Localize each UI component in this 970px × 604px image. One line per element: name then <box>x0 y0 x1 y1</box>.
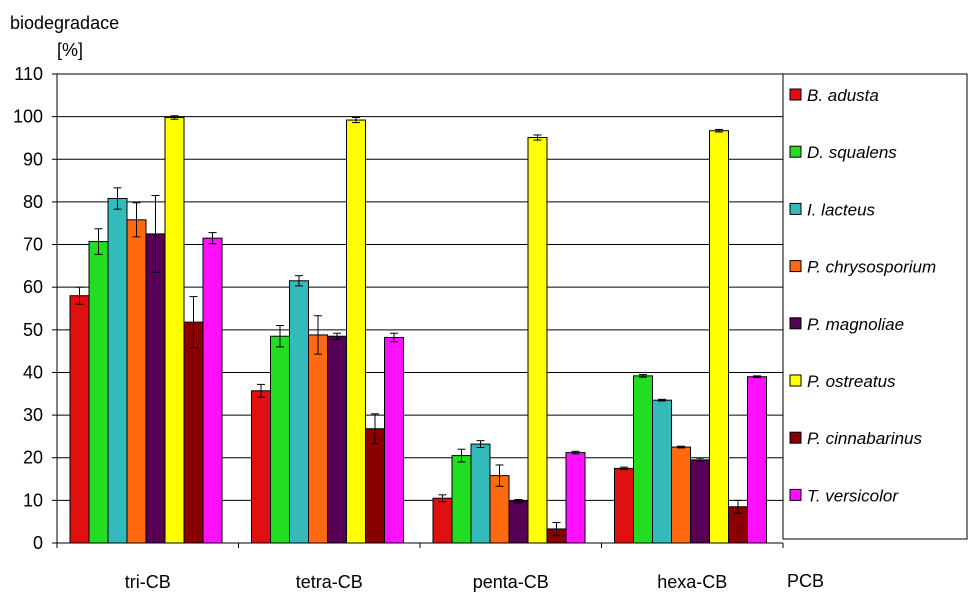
legend-label: P. chrysosporium <box>807 258 936 277</box>
y-tick-label: 90 <box>23 149 43 169</box>
bar <box>270 335 290 544</box>
legend-swatch <box>789 488 802 501</box>
bar <box>633 375 653 544</box>
y-tick-label: 60 <box>23 277 43 297</box>
legend-label: D. squalens <box>807 143 897 162</box>
x-tick-label: hexa-CB <box>657 572 727 592</box>
bar <box>289 280 309 544</box>
y-tick-label: 0 <box>33 533 43 553</box>
legend-label: B. adusta <box>807 86 879 105</box>
bar <box>384 336 404 544</box>
y-tick-label: 10 <box>23 490 43 510</box>
bar <box>565 452 586 544</box>
legend-swatch <box>789 260 802 273</box>
legend-swatch <box>789 431 802 444</box>
legend: B. adusta D. squalens I. lacteus P. chrysos… <box>782 73 968 540</box>
bar <box>671 446 691 544</box>
bar <box>308 334 328 544</box>
legend-swatch <box>789 374 802 387</box>
y-tick-label: 30 <box>23 405 43 425</box>
y-tick-label: 80 <box>23 192 43 212</box>
legend-label: I. lacteus <box>807 200 876 219</box>
x-axis-title: PCB <box>787 571 824 591</box>
legend-swatch <box>789 202 802 215</box>
legend-label: P. ostreatus <box>807 372 896 391</box>
bar <box>527 137 548 544</box>
bar <box>107 197 128 544</box>
bar <box>432 497 453 544</box>
y-axis-title: biodegradace <box>10 13 119 33</box>
bar <box>164 116 185 544</box>
bar <box>69 295 90 544</box>
bar <box>470 443 491 544</box>
y-tick-label: 110 <box>14 64 43 84</box>
bar <box>327 335 347 544</box>
bars <box>69 115 767 544</box>
bar <box>365 428 385 544</box>
bar <box>183 321 204 544</box>
bar <box>251 390 271 544</box>
axes: 0 10 20 30 40 50 60 70 80 90 100 110 tri-CB tetra-CB p… <box>13 64 784 592</box>
legend-swatch <box>789 88 802 101</box>
bar <box>88 241 109 544</box>
bar <box>451 455 472 544</box>
legend-box <box>782 73 968 540</box>
x-tick-label: penta-CB <box>473 572 549 592</box>
bar <box>346 119 366 544</box>
bar <box>508 500 529 544</box>
bar <box>709 130 729 544</box>
x-tick-label: tetra-CB <box>296 572 363 592</box>
bar <box>614 467 634 544</box>
bar <box>747 376 767 544</box>
legend-label: P. magnoliae <box>807 315 904 334</box>
y-tick-label: 100 <box>13 107 43 127</box>
legend-swatch <box>789 317 802 330</box>
bar <box>202 237 223 544</box>
legend-swatch <box>789 145 802 158</box>
y-tick-label: 50 <box>23 320 43 340</box>
y-axis-unit: [%] <box>57 40 83 60</box>
x-tick-label: tri-CB <box>125 572 171 592</box>
y-tick-label: 40 <box>23 362 43 382</box>
bar <box>126 219 147 544</box>
legend-label: T. versicolor <box>807 486 899 505</box>
bar <box>652 399 672 544</box>
legend-label: P. cinnabarinus <box>807 429 922 448</box>
y-tick-label: 70 <box>23 235 43 255</box>
bar <box>145 233 166 544</box>
y-tick-label: 20 <box>23 448 43 468</box>
bar <box>690 459 710 544</box>
